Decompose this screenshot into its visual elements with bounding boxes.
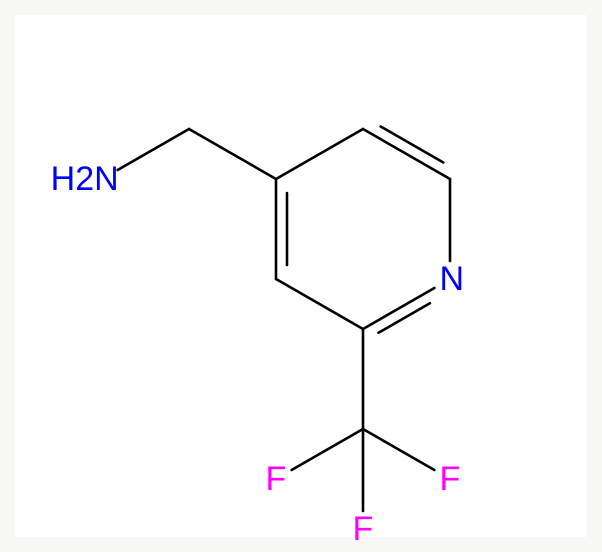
chemdraw-inner: H2NNFFF bbox=[15, 15, 587, 537]
chemdraw-canvas: H2NNFFF bbox=[0, 0, 602, 552]
molecule-svg bbox=[15, 15, 587, 537]
